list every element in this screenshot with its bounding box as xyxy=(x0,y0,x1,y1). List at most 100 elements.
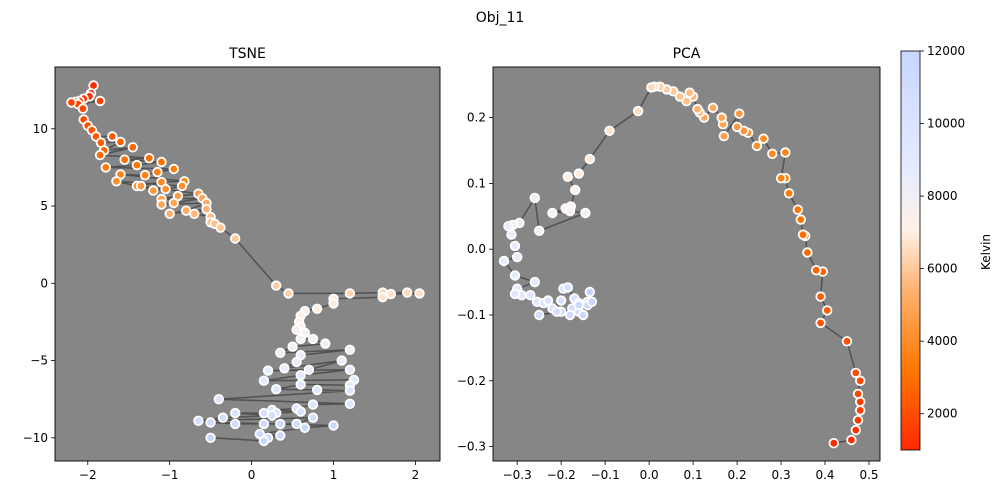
data-point xyxy=(525,290,536,301)
pca-plot-area xyxy=(493,67,880,461)
y-tick-label: −10 xyxy=(23,431,48,445)
data-point xyxy=(295,406,306,417)
data-point xyxy=(674,91,686,102)
data-point xyxy=(131,159,143,171)
data-point xyxy=(509,270,521,281)
data-point xyxy=(775,172,787,184)
x-tick-label: 0.1 xyxy=(684,468,703,482)
data-point xyxy=(509,288,521,300)
colorbar-tick-label: 4000 xyxy=(927,334,958,348)
data-point xyxy=(767,148,778,160)
x-tick-label: −0.3 xyxy=(503,468,532,482)
data-point xyxy=(556,295,567,306)
data-point xyxy=(646,82,657,93)
data-point xyxy=(307,399,319,410)
data-point xyxy=(135,180,147,192)
data-point xyxy=(189,208,200,220)
data-point xyxy=(604,125,615,137)
x-tick-label: 0.2 xyxy=(728,468,747,482)
data-point xyxy=(217,412,229,423)
y-tick-label: −0.2 xyxy=(457,374,486,388)
data-point xyxy=(258,418,270,430)
colorbar-tick-label: 12000 xyxy=(927,44,965,58)
data-point xyxy=(127,142,139,153)
data-point xyxy=(148,185,159,196)
data-point xyxy=(94,149,106,161)
data-point xyxy=(534,225,545,237)
data-point xyxy=(291,356,302,368)
data-point xyxy=(229,407,241,419)
data-point xyxy=(156,156,167,168)
data-point xyxy=(632,105,644,117)
y-tick-label: 5 xyxy=(40,199,48,213)
y-tick-label: −0.3 xyxy=(457,440,486,454)
data-point xyxy=(562,282,574,293)
data-point xyxy=(852,388,864,400)
colorbar: 2000 4000 6000 8000 10000 12000 Kelvin xyxy=(900,44,993,451)
data-point xyxy=(564,205,576,217)
data-point xyxy=(716,112,727,123)
data-point xyxy=(792,204,804,215)
data-point xyxy=(529,192,541,204)
data-point xyxy=(164,208,175,220)
x-tick-label: −1 xyxy=(161,468,179,482)
data-point xyxy=(551,306,563,317)
data-point xyxy=(573,299,585,311)
data-point xyxy=(152,166,163,178)
data-point xyxy=(299,422,311,434)
data-point xyxy=(797,229,809,240)
x-tick-label: 0.0 xyxy=(640,468,659,482)
data-point xyxy=(111,176,122,187)
data-point xyxy=(307,412,319,423)
colorbar-tick-label: 2000 xyxy=(927,407,958,421)
data-point xyxy=(205,417,216,428)
pca-path xyxy=(502,85,861,444)
data-point xyxy=(780,147,791,158)
data-point xyxy=(580,207,591,219)
data-point xyxy=(414,288,425,299)
pca-panel: PCA −0.3 −0.2 −0.1 0.0 0.1 0.2 0.3 0.4 0.5 0.2 0.1… xyxy=(457,46,881,482)
data-point xyxy=(168,197,180,209)
figure-title: Obj_11 xyxy=(476,10,525,26)
data-point xyxy=(271,384,282,395)
data-point xyxy=(229,233,241,244)
data-point xyxy=(307,333,319,345)
data-point xyxy=(344,398,356,410)
data-point xyxy=(570,184,581,196)
data-point xyxy=(328,298,339,309)
data-point xyxy=(512,251,523,263)
x-tick-label: 0.4 xyxy=(815,468,834,482)
data-point xyxy=(850,424,862,436)
data-point xyxy=(584,286,596,298)
data-point xyxy=(201,203,212,215)
data-point xyxy=(684,87,695,98)
x-tick-label: 1 xyxy=(330,468,338,482)
data-point xyxy=(718,130,730,142)
tsne-points xyxy=(66,80,425,447)
data-point xyxy=(811,265,822,276)
data-point xyxy=(275,418,286,430)
data-point xyxy=(584,153,596,165)
pca-points xyxy=(498,81,866,449)
data-point xyxy=(815,317,826,329)
data-point xyxy=(841,336,853,347)
y-tick-label: 0 xyxy=(40,276,48,290)
data-point xyxy=(529,276,541,288)
data-point xyxy=(344,288,356,299)
data-point xyxy=(213,394,225,405)
data-point xyxy=(336,355,347,366)
data-point xyxy=(344,385,356,396)
data-point xyxy=(100,162,112,173)
data-point xyxy=(271,280,282,291)
pca-frame xyxy=(492,66,881,462)
trajectory-line xyxy=(502,85,861,444)
data-point xyxy=(547,207,558,219)
data-point xyxy=(176,180,188,192)
data-point xyxy=(205,432,216,444)
data-point xyxy=(506,229,517,240)
data-point xyxy=(143,152,155,164)
data-point xyxy=(66,97,77,108)
data-point xyxy=(498,255,510,267)
x-tick-label: 2 xyxy=(412,468,420,482)
